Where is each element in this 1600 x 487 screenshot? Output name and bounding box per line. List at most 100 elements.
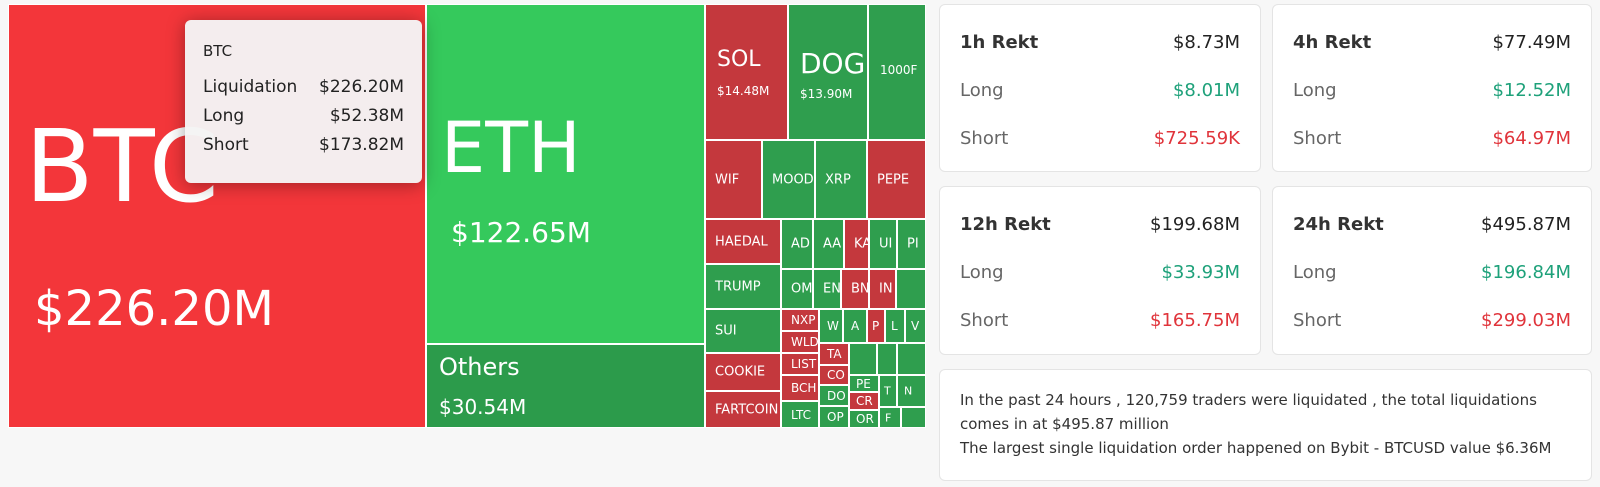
tile-small-symbol: IN — [879, 281, 893, 297]
tile-eth[interactable]: ETH $122.65M — [426, 4, 705, 344]
tile-small[interactable] — [897, 343, 926, 375]
tile-small[interactable]: AA — [813, 219, 844, 269]
card-long-value: $12.52M — [1492, 80, 1571, 101]
liquidation-summary: In the past 24 hours , 120,759 traders w… — [939, 369, 1592, 481]
tile-1000f[interactable]: 1000F — [868, 4, 926, 140]
tile-small[interactable]: IN — [869, 269, 896, 309]
card-short-label: Short — [960, 128, 1009, 149]
tile-small[interactable]: CO — [819, 365, 849, 385]
card-long-label: Long — [960, 80, 1004, 101]
tooltip-row-short: Short $173.82M — [203, 130, 404, 159]
tile-mood[interactable]: MOOD — [762, 140, 815, 219]
card-title: 24h Rekt — [1293, 214, 1384, 235]
card-long-value: $196.84M — [1481, 262, 1571, 283]
tile-others[interactable]: Others $30.54M — [426, 344, 705, 428]
card-title: 1h Rekt — [960, 32, 1039, 53]
tile-small-symbol: LIST — [791, 357, 817, 371]
card-short-value: $299.03M — [1481, 310, 1571, 331]
tile-small[interactable]: A — [843, 309, 867, 343]
tile-pepe-symbol: PEPE — [877, 172, 910, 187]
tile-small-symbol: P — [872, 319, 880, 333]
tile-wif[interactable]: WIF — [705, 140, 762, 219]
tile-small-symbol: BN — [851, 281, 869, 297]
tile-small-symbol: T — [884, 384, 891, 398]
tile-small[interactable]: N — [897, 375, 926, 407]
tile-small[interactable]: NXP — [781, 309, 819, 331]
tile-small[interactable]: T — [879, 375, 897, 407]
rekt-card-1h: 1h Rekt $8.73M Long $8.01M Short $725.59K — [939, 4, 1261, 172]
tile-small[interactable]: BCH — [781, 375, 819, 401]
tile-small[interactable]: LTC — [781, 401, 819, 428]
card-total: $77.49M — [1492, 32, 1571, 53]
tile-small-symbol: OM — [791, 281, 813, 297]
tile-small[interactable]: F — [879, 407, 901, 428]
tile-small[interactable]: DO — [819, 385, 849, 406]
tile-small[interactable]: V — [905, 309, 926, 343]
tile-fartcoin-symbol: FARTCOIN — [715, 402, 779, 417]
tile-small[interactable]: OM — [781, 269, 813, 309]
card-short-label: Short — [1293, 310, 1342, 331]
tooltip-row-liquidation: Liquidation $226.20M — [203, 72, 404, 101]
tile-small[interactable]: W — [819, 309, 843, 343]
card-total: $495.87M — [1481, 214, 1571, 235]
card-long-label: Long — [960, 262, 1004, 283]
tile-sui[interactable]: SUI — [705, 309, 781, 353]
tile-small[interactable]: LIST — [781, 353, 819, 375]
tile-small[interactable]: AD — [781, 219, 813, 269]
tile-small-symbol: CO — [827, 368, 845, 382]
card-short-value: $64.97M — [1492, 128, 1571, 149]
tile-small[interactable]: TA — [819, 343, 849, 365]
tile-haedal[interactable]: HAEDAL — [705, 219, 781, 264]
tile-small-symbol: F — [885, 411, 892, 424]
tile-small-symbol: KA — [854, 236, 868, 252]
rekt-card-4h: 4h Rekt $77.49M Long $12.52M Short $64.97M — [1272, 4, 1592, 172]
tooltip-row-long: Long $52.38M — [203, 101, 404, 130]
card-long-value: $33.93M — [1161, 262, 1240, 283]
tile-small[interactable] — [901, 407, 926, 428]
tile-trump-symbol: TRUMP — [715, 279, 761, 294]
tile-small[interactable] — [849, 343, 877, 375]
tile-pepe[interactable]: PEPE — [867, 140, 926, 219]
tile-cookie-symbol: COOKIE — [715, 364, 766, 380]
tooltip-title: BTC — [203, 42, 233, 60]
tile-small[interactable] — [877, 343, 897, 375]
tile-fartcoin[interactable]: FARTCOIN — [705, 391, 781, 428]
tile-small[interactable]: PI — [897, 219, 926, 269]
tile-trump[interactable]: TRUMP — [705, 264, 781, 309]
tile-eth-symbol: ETH — [441, 107, 581, 189]
summary-line-1: In the past 24 hours , 120,759 traders w… — [960, 391, 1537, 433]
tile-small[interactable]: KA — [844, 219, 869, 269]
tile-sol-value: $14.48M — [717, 84, 770, 98]
tile-small-symbol: W — [827, 319, 839, 333]
tile-small-symbol: L — [891, 319, 898, 333]
tile-small[interactable]: P — [867, 309, 885, 343]
tile-small[interactable]: PE — [849, 375, 879, 392]
tile-small-symbol: N — [904, 384, 913, 398]
tile-small[interactable] — [896, 269, 926, 309]
tile-small[interactable]: OP — [819, 406, 849, 428]
tile-small[interactable]: L — [885, 309, 905, 343]
tile-small[interactable]: BN — [841, 269, 869, 309]
tile-small[interactable]: WLD — [781, 331, 819, 353]
tile-xrp[interactable]: XRP — [815, 140, 867, 219]
rekt-card-12h: 12h Rekt $199.68M Long $33.93M Short $165.7… — [939, 186, 1261, 355]
card-short-value: $725.59K — [1153, 128, 1240, 149]
card-title: 4h Rekt — [1293, 32, 1372, 53]
tile-sol[interactable]: SOL $14.48M — [705, 4, 788, 140]
tile-cookie[interactable]: COOKIE — [705, 353, 781, 391]
tooltip-label: Short — [203, 134, 249, 155]
tile-small-symbol: CR — [856, 394, 873, 408]
tile-small[interactable]: CR — [849, 392, 879, 410]
tile-doge[interactable]: DOGI $13.90M — [788, 4, 868, 140]
tile-small-symbol: NXP — [791, 313, 816, 327]
tile-doge-symbol: DOGI — [800, 47, 868, 80]
tile-small[interactable]: EN — [813, 269, 841, 309]
tile-small[interactable]: UI — [869, 219, 897, 269]
tile-small[interactable]: OR — [849, 410, 879, 428]
liquidation-treemap: BTC $226.20M ETH $122.65M Others $30.54M… — [8, 4, 926, 428]
tile-wif-symbol: WIF — [715, 172, 740, 187]
tile-others-symbol: Others — [439, 353, 520, 381]
tile-mood-symbol: MOOD — [772, 172, 814, 187]
tooltip-label: Long — [203, 105, 245, 126]
summary-line-2: The largest single liquidation order hap… — [960, 439, 1552, 457]
